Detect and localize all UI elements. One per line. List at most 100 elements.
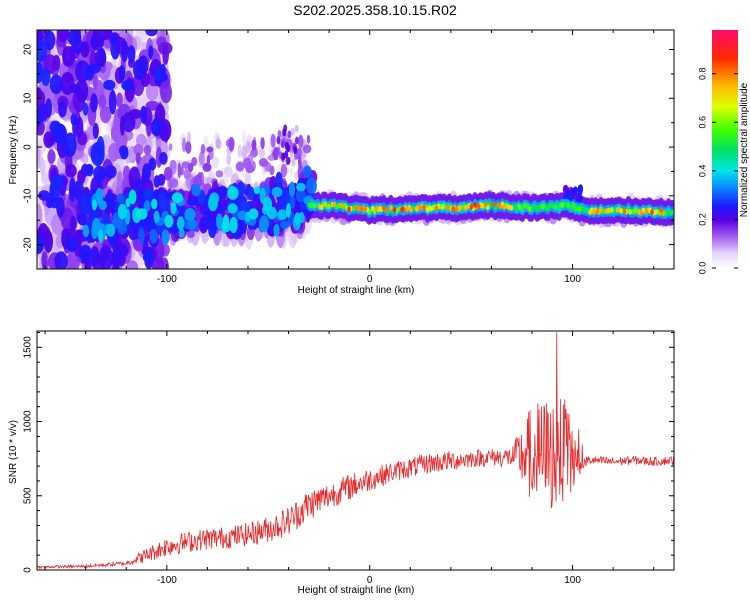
spectrogram-cell [588, 209, 592, 216]
spectrogram-cell [248, 208, 259, 220]
spectrogram-frame [36, 29, 675, 270]
spectrogram-cell [294, 212, 301, 226]
spectrogram-cell [227, 186, 239, 200]
spectrogram-cell [84, 64, 95, 81]
figure-title: S202.2025.358.10.15.R02 [293, 2, 457, 18]
spectrogram-cell [38, 190, 50, 201]
x-tick-label: -100 [157, 575, 177, 586]
spectrogram-cell [273, 147, 279, 161]
spectrogram-cell [469, 204, 474, 210]
y-tick-label: 1500 [23, 336, 34, 359]
spectrogram-cell [294, 136, 299, 145]
spectrogram-cell [106, 223, 116, 237]
spectrogram-cell [458, 204, 463, 211]
spectrogram-cell [275, 171, 283, 189]
spectrogram-cell [434, 205, 439, 212]
spectrogram-cell [228, 136, 235, 152]
spectrogram-cell [142, 163, 151, 182]
spectrogram-cell [644, 208, 649, 215]
spectrogram-cell [237, 144, 242, 158]
spectrogram-cell [422, 204, 426, 211]
spectrogram-cell [650, 209, 654, 216]
spectrogram-cell [540, 203, 545, 210]
spectrogram-cell [198, 151, 205, 166]
spectrogram-cell [266, 145, 273, 152]
spectrogram-cell [244, 172, 252, 187]
spectrogram-cell [599, 206, 603, 213]
spectrogram-cell [169, 159, 177, 170]
spectrogram-cell [286, 144, 291, 153]
spectrogram-cell [37, 203, 43, 229]
spectrogram-cell [289, 195, 296, 209]
spectrogram-cell [202, 211, 213, 222]
spectrogram-cell [567, 191, 573, 201]
spectrogram-cell [70, 216, 76, 231]
y-tick-label: -20 [23, 237, 34, 252]
spectrogram-cell [286, 203, 291, 218]
colorbar-tick-label: 0.4 [697, 165, 707, 178]
spectrogram-cell [582, 206, 587, 213]
spectrogram-cell [445, 204, 450, 211]
spectrogram-cell [400, 206, 404, 213]
spectrogram-cell [533, 203, 537, 210]
spectrogram-cell [280, 163, 288, 178]
spectrogram-cell [480, 202, 485, 209]
spectrogram-cell [116, 92, 123, 108]
spectrogram-cell [528, 206, 532, 212]
x-tick-label: 100 [564, 575, 581, 586]
spectrogram-cell [148, 157, 157, 171]
spectrogram-cell [215, 138, 222, 150]
spectrogram-cell [222, 214, 230, 229]
spectrogram-cell [171, 222, 177, 235]
spectrogram-cell [259, 215, 269, 233]
spectrogram-cell [246, 186, 255, 201]
spectrogram-cell [229, 216, 238, 234]
spectrogram-cell [187, 162, 194, 173]
spectrogram-cell [181, 161, 190, 169]
spectrogram-cell [476, 203, 481, 210]
spectrogram-xlabel: Height of straight line (km) [298, 285, 415, 296]
spectrogram-cell [120, 147, 129, 160]
spectrogram-cell [287, 130, 292, 139]
spectrogram-cell [148, 45, 154, 59]
spectrogram-cell [245, 140, 251, 154]
spectrogram-cell [211, 156, 220, 169]
spectrogram-cell [128, 189, 137, 205]
spectrogram-cell [429, 205, 434, 212]
spectrogram-cell [82, 224, 90, 238]
spectrogram-cell [69, 177, 76, 202]
spectrogram-cell [633, 207, 638, 214]
spectrogram-cell [591, 209, 596, 215]
spectrogram-cell [70, 113, 78, 126]
spectrogram-cell [389, 204, 393, 211]
spectrogram-cell [235, 161, 245, 172]
spectrogram-cell [183, 169, 191, 180]
spectrogram-cell [191, 156, 198, 167]
spectrogram-cell [323, 201, 328, 208]
spectrogram-cell [127, 45, 136, 64]
spectrogram-cell [95, 187, 104, 204]
spectrogram-cell [484, 201, 488, 208]
spectrogram-cell [41, 67, 51, 87]
spectrogram-cell [425, 207, 430, 213]
spectrogram-cell [258, 158, 269, 167]
spectrogram-cell [126, 260, 139, 269]
spectrogram-cell [286, 156, 291, 165]
spectrogram-cell [289, 167, 293, 176]
spectrogram-cell [185, 141, 192, 154]
spectrogram-cell [56, 30, 69, 43]
spectrogram-cell [90, 93, 98, 113]
spectrogram-cell [62, 46, 75, 67]
spectrogram-cell [293, 146, 298, 155]
x-tick-label: 0 [367, 575, 373, 586]
spectrogram-cell [76, 116, 84, 138]
spectrogram-cell [140, 105, 148, 124]
spectrogram-cell [158, 194, 167, 211]
spectrogram-cell [242, 129, 247, 146]
spectrogram-cell [78, 244, 92, 262]
spectrogram-cell [85, 164, 94, 177]
spectrogram-cell [306, 177, 317, 195]
spectrogram-cell [280, 140, 285, 149]
spectrogram-cell [112, 242, 120, 264]
spectrogram-cell [670, 209, 674, 216]
